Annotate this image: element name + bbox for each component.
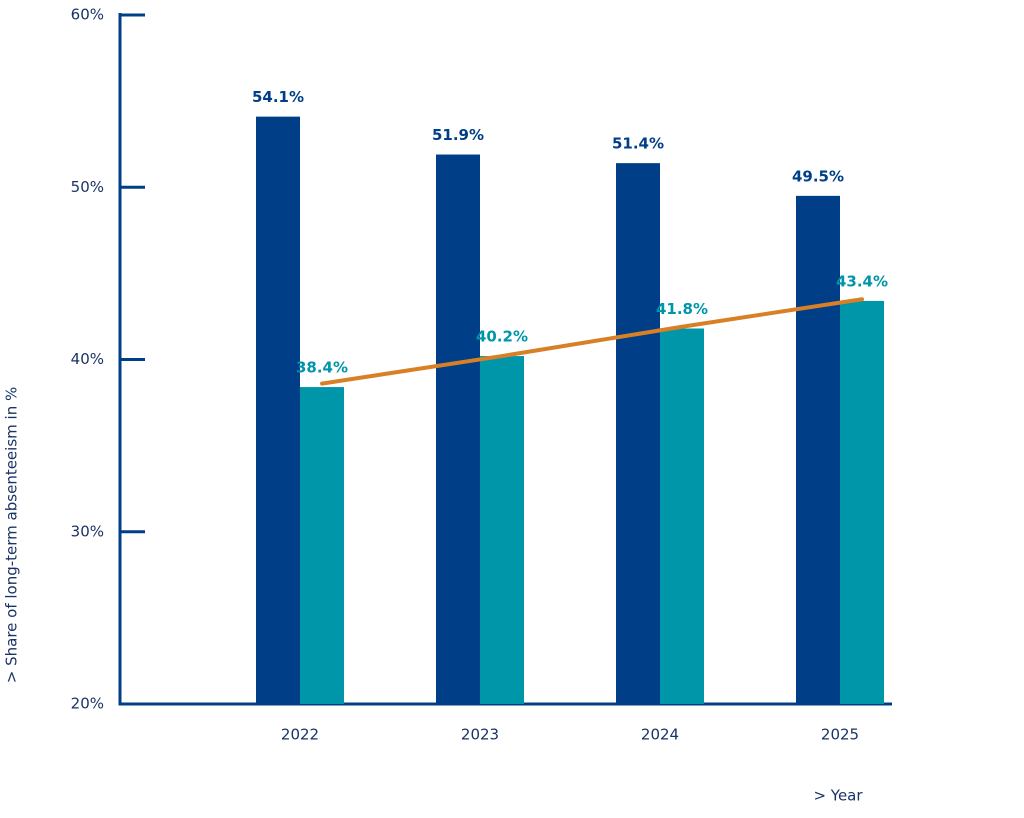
- trend-line: [320, 297, 864, 386]
- bar: [840, 300, 884, 704]
- x-tick-label: 2023: [461, 726, 499, 744]
- bar: [300, 387, 344, 704]
- y-tick-label: 40%: [71, 350, 104, 368]
- bar: [796, 195, 840, 705]
- y-tick-label: 60%: [71, 6, 104, 24]
- value-label: 54.1%: [252, 88, 304, 106]
- y-tick-label: 50%: [71, 178, 104, 196]
- bar: [480, 356, 524, 704]
- bar: [616, 163, 660, 704]
- bar: [436, 154, 480, 704]
- value-label: 51.9%: [432, 126, 484, 144]
- x-tick-label: 2024: [641, 726, 679, 744]
- value-label: 40.2%: [476, 328, 528, 346]
- bar: [256, 116, 300, 704]
- bar: [660, 328, 704, 704]
- value-label: 38.4%: [296, 359, 348, 377]
- value-label: 41.8%: [656, 300, 708, 318]
- x-tick-label: 2022: [281, 726, 319, 744]
- y-tick-label: 20%: [71, 695, 104, 713]
- y-axis-title: > Share of long-term absenteeism in %: [3, 387, 21, 683]
- value-label: 49.5%: [792, 167, 844, 185]
- x-axis-title: > Year: [813, 787, 863, 805]
- x-tick-label: 2025: [821, 726, 859, 744]
- y-tick-label: 30%: [71, 522, 104, 540]
- value-label: 51.4%: [612, 135, 664, 153]
- value-label: 43.4%: [836, 272, 888, 290]
